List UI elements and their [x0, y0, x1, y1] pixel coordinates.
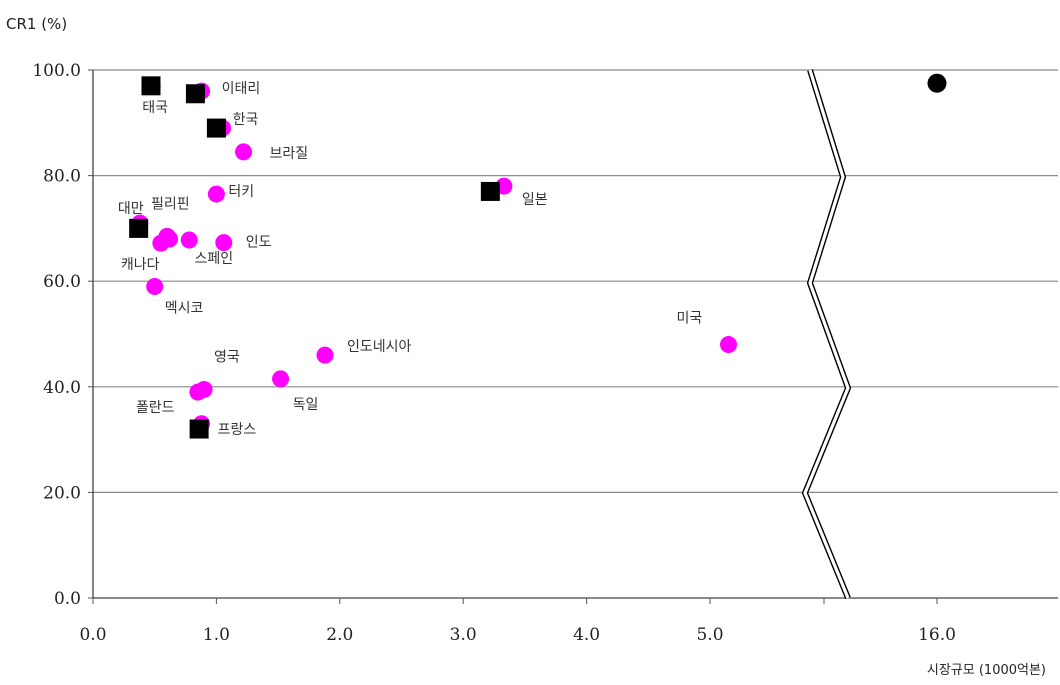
data-point	[927, 73, 947, 93]
data-point	[720, 336, 738, 354]
x-tick-label: 1.0	[203, 625, 230, 645]
data-point-square	[141, 76, 161, 96]
data-point-square	[189, 419, 209, 439]
point-label: 멕시코	[165, 300, 204, 316]
data-point-square	[129, 218, 149, 238]
y-tick-label: 80.0	[43, 167, 81, 187]
data-point	[180, 231, 198, 249]
axis-break-outline	[801, 69, 852, 600]
x-tick-label: 5.0	[696, 625, 723, 645]
x-tick-label: 3.0	[450, 625, 477, 645]
axes-layer: 0.0 20.0 40.0 60.0 80.0 100.0 0.0 1.0 2.0 3.0 4.0 5…	[32, 61, 1058, 645]
x-tick-label: 0.0	[79, 625, 106, 645]
point-label: 영국	[214, 349, 240, 365]
data-point	[146, 277, 164, 295]
point-label: 캐나다	[121, 257, 160, 273]
data-point	[161, 230, 179, 248]
data-point	[272, 370, 290, 388]
data-point	[207, 185, 225, 203]
point-label: 폴란드	[136, 400, 175, 416]
y-tick-label: 40.0	[43, 378, 81, 398]
data-point	[316, 346, 334, 364]
x-tick-label: 16.0	[918, 625, 956, 645]
data-point	[189, 383, 207, 401]
data-point-square	[480, 181, 500, 201]
point-label: 인도	[246, 235, 272, 251]
point-label: 프랑스	[218, 422, 257, 438]
y-tick-label: 0.0	[54, 589, 81, 609]
point-label: 필리핀	[151, 196, 190, 212]
point-label: 일본	[522, 192, 548, 208]
point-label: 인도네시아	[347, 339, 412, 355]
point-label: 한국	[233, 112, 259, 128]
y-axis-label: CR1 (%)	[6, 15, 67, 33]
point-label: 대만	[118, 201, 144, 217]
x-tick-label: 2.0	[326, 625, 353, 645]
y-tick-label: 60.0	[43, 272, 81, 292]
y-tick-label: 100.0	[32, 61, 81, 81]
point-label: 태국	[142, 100, 168, 116]
point-label: 브라질	[270, 146, 309, 162]
axis-break-inner	[803, 69, 850, 599]
point-label: 스페인	[195, 251, 234, 267]
point-label: 이태리	[222, 81, 261, 97]
x-tick-label: 4.0	[573, 625, 600, 645]
grid-layer	[93, 69, 1058, 493]
data-point-square	[206, 118, 226, 138]
x-axis-label: 시장규모 (1000억본)	[927, 663, 1046, 678]
point-label: 독일	[293, 397, 319, 413]
y-tick-label: 20.0	[43, 483, 81, 503]
points-layer	[129, 73, 947, 439]
point-label: 미국	[677, 311, 703, 327]
data-point-square	[185, 84, 205, 104]
point-label: 터키	[228, 184, 254, 200]
data-point	[235, 143, 253, 161]
data-point	[215, 234, 233, 252]
